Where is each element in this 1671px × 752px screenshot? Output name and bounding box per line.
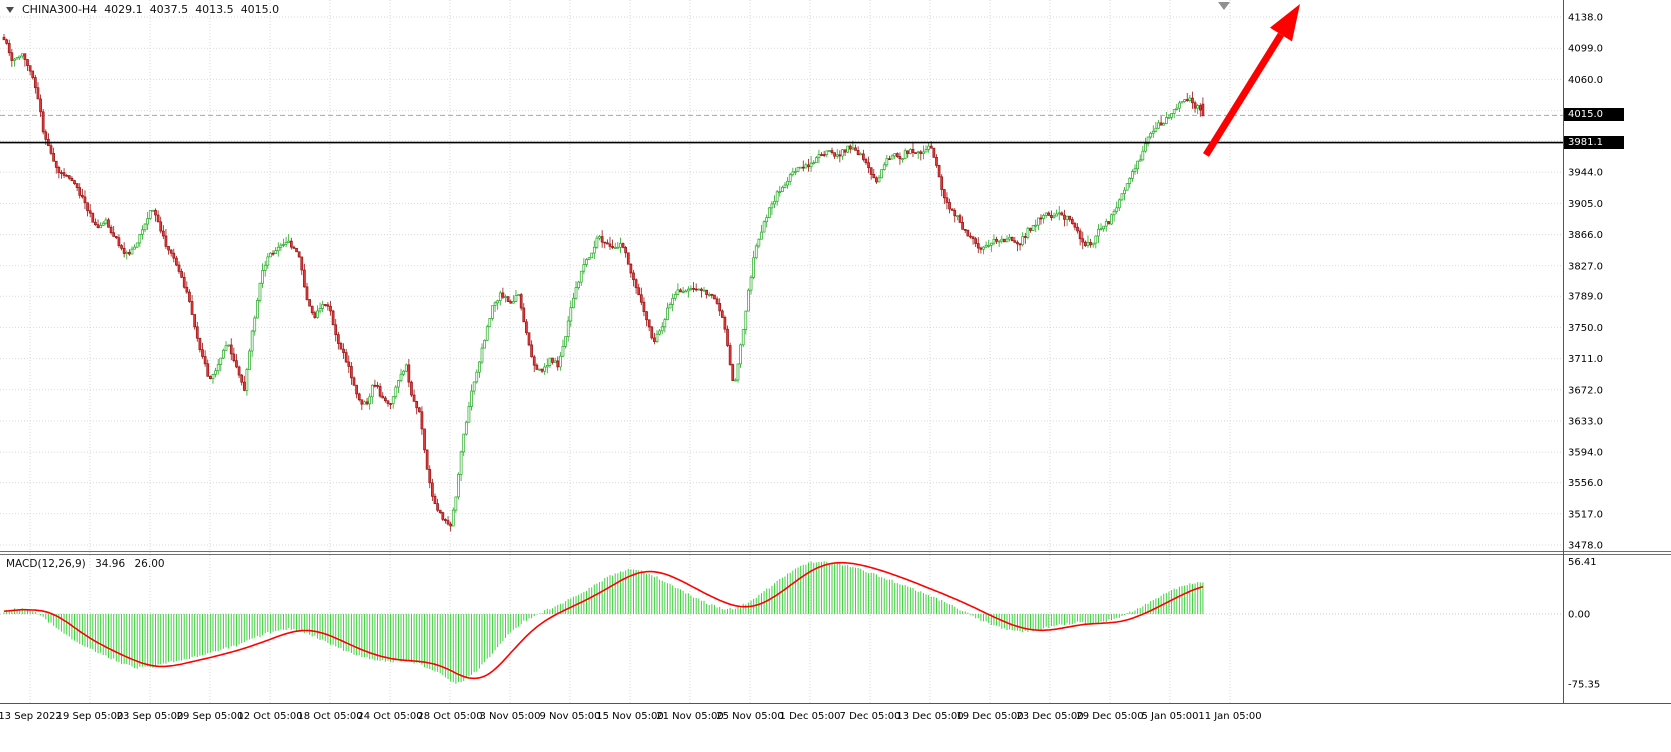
time-axis-label: 12 Oct 05:00: [237, 711, 302, 722]
price-axis-label: 3517.0: [1568, 509, 1603, 520]
symbol-label: CHINA300-H4: [22, 3, 98, 16]
price-axis-label: 3944.0: [1568, 168, 1603, 179]
macd-axis[interactable]: 56.41 0.00 -75.35: [1568, 557, 1600, 691]
price-axis-label: 4099.0: [1568, 44, 1603, 55]
time-axis-label: 25 Nov 05:00: [716, 711, 783, 722]
time-axis-label: 15 Nov 05:00: [596, 711, 663, 722]
trend-arrow[interactable]: [1203, 4, 1300, 157]
ohlc-close: 4015.0: [240, 3, 280, 16]
time-axis-label: 23 Dec 05:00: [1016, 711, 1083, 722]
ohlc-low: 4013.5: [195, 3, 234, 16]
chart-shift-marker-icon[interactable]: [1218, 2, 1230, 10]
price-axis-label: 3556.0: [1568, 478, 1603, 489]
time-axis-label: 28 Oct 05:00: [417, 711, 482, 722]
price-axis-label: 3789.0: [1568, 292, 1603, 303]
time-axis-label: 7 Dec 05:00: [840, 711, 901, 722]
time-axis-label: 21 Nov 05:00: [656, 711, 723, 722]
macd-axis-label: -75.35: [1568, 680, 1600, 691]
price-axis-label: 3750.0: [1568, 323, 1603, 334]
price-axis-label: 4060.0: [1568, 75, 1603, 86]
price-axis-label: 3633.0: [1568, 417, 1603, 428]
macd-signal-value: 26.00: [134, 558, 165, 570]
current-price-badge: 4015.0: [1564, 108, 1624, 121]
panel-separators[interactable]: [0, 0, 1671, 704]
time-axis-label: 3 Nov 05:00: [479, 711, 540, 722]
symbol-ohlc-header: CHINA300-H4 4029.1 4037.5 4013.5 4015.0: [6, 3, 279, 16]
macd-axis-label: 56.41: [1568, 557, 1597, 568]
time-axis-label: 13 Dec 05:00: [896, 711, 963, 722]
time-axis-label: 29 Dec 05:00: [1076, 711, 1143, 722]
time-axis-label: 19 Dec 05:00: [956, 711, 1023, 722]
time-axis-label: 5 Jan 05:00: [1142, 711, 1199, 722]
time-axis-label: 1 Dec 05:00: [780, 711, 841, 722]
price-axis-label: 3711.0: [1568, 354, 1603, 365]
time-axis-label: 18 Oct 05:00: [297, 711, 362, 722]
price-axis-label: 3672.0: [1568, 385, 1603, 396]
macd-signal-line: [3, 561, 1204, 680]
ohlc-high: 4037.5: [149, 3, 189, 16]
price-axis-label: 3905.0: [1568, 199, 1603, 210]
candlesticks: [2, 33, 1205, 532]
macd-histogram: [3, 561, 1204, 684]
time-axis-label: 11 Jan 05:00: [1198, 711, 1261, 722]
grid: [0, 0, 1563, 703]
price-axis-label: 4138.0: [1568, 13, 1603, 24]
time-axis-label: 24 Oct 05:00: [357, 711, 422, 722]
price-axis-label: 3594.0: [1568, 448, 1603, 459]
price-axis-label: 3478.0: [1568, 541, 1603, 552]
price-axis-label: 3866.0: [1568, 230, 1603, 241]
hline-price-badge: 3981.1: [1564, 136, 1624, 149]
ohlc-open: 4029.1: [104, 3, 143, 16]
time-axis-label: 29 Sep 05:00: [177, 711, 244, 722]
price-axis[interactable]: 4138.0 4099.0 4060.0 3944.0 3905.0 3866.0 3827…: [1568, 13, 1603, 552]
symbol-marker-icon: [6, 6, 14, 13]
price-axis-label: 3827.0: [1568, 261, 1603, 272]
time-axis-label: 13 Sep 2022: [0, 711, 62, 722]
macd-axis-label: 0.00: [1568, 610, 1590, 621]
macd-value: 34.96: [95, 558, 126, 570]
macd-indicator-label: MACD(12,26,9) 34.96 26.00: [6, 558, 171, 570]
time-axis-label: 19 Sep 05:00: [57, 711, 124, 722]
time-axis-label: 23 Sep 05:00: [117, 711, 184, 722]
time-axis-label: 9 Nov 05:00: [539, 711, 600, 722]
macd-name: MACD(12,26,9): [6, 558, 86, 570]
